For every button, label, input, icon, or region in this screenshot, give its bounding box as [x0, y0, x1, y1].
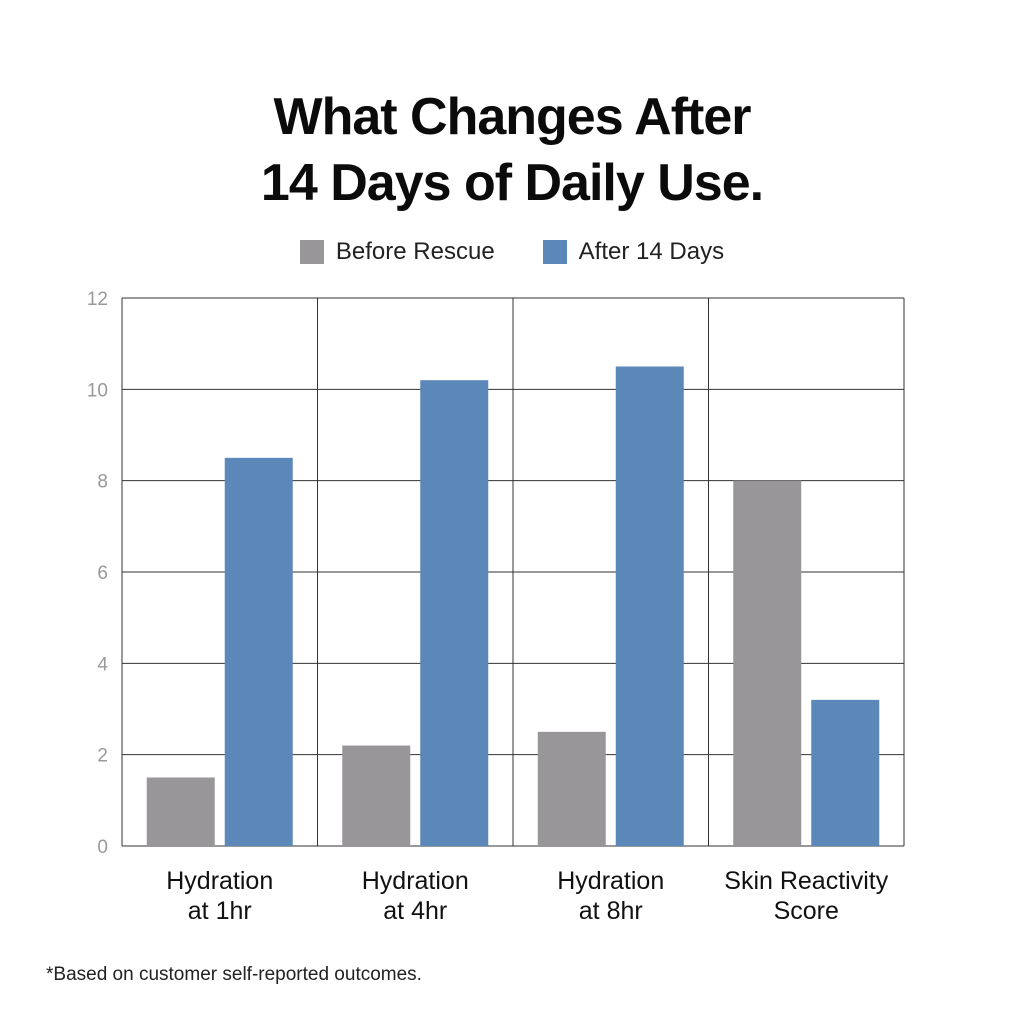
y-tick-label: 12 [87, 289, 108, 310]
y-tick-label: 10 [87, 380, 108, 401]
legend-swatch-after [542, 240, 567, 264]
x-category-label: at 1hr [188, 897, 252, 925]
x-category-label: at 8hr [579, 897, 643, 925]
chart-title-line-2: 14 Days of Daily Use. [260, 154, 764, 212]
x-category-label: at 4hr [383, 897, 447, 925]
bar-after [615, 366, 684, 846]
x-category-label: Skin Reactivity [724, 867, 888, 895]
y-tick-label: 0 [97, 837, 108, 858]
chart-legend: Before Rescue After 14 Days [0, 238, 1024, 266]
bar-after [224, 457, 293, 846]
bar-after [420, 380, 489, 846]
x-category-label: Hydration [557, 867, 664, 895]
x-category-label: Hydration [362, 867, 469, 895]
y-tick-label: 6 [97, 563, 108, 584]
bar-after [811, 699, 880, 846]
legend-label-after: After 14 Days [578, 238, 725, 265]
bar-before [537, 731, 606, 846]
chart-title-line-1: What Changes After [273, 88, 752, 146]
bar-before [146, 777, 215, 846]
legend-swatch-before [299, 240, 324, 264]
footnote: *Based on customer self-reported outcome… [46, 964, 422, 985]
legend-item-after: After 14 Days [542, 238, 725, 266]
y-tick-label: 2 [97, 746, 108, 767]
bar-before [733, 480, 802, 846]
y-tick-label: 4 [97, 654, 108, 675]
legend-item-before: Before Rescue [299, 238, 495, 266]
x-category-label: Score [774, 897, 839, 925]
legend-label-before: Before Rescue [335, 238, 495, 265]
bar-before [342, 745, 411, 846]
x-category-label: Hydration [166, 867, 273, 895]
y-tick-label: 8 [97, 472, 108, 493]
